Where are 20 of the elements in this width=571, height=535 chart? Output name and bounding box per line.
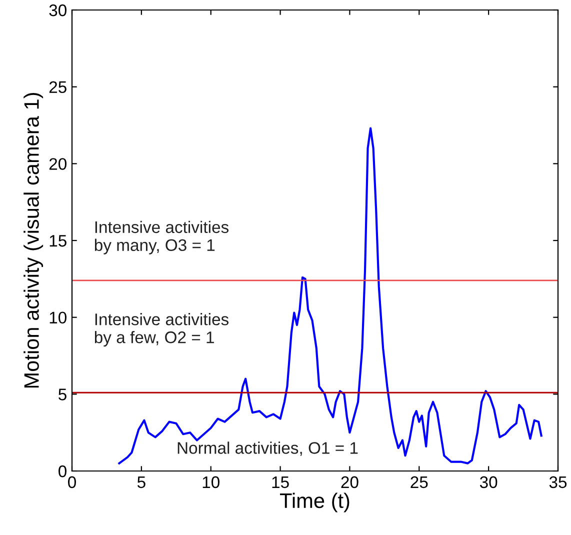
x-tick-label: 30 xyxy=(480,476,498,488)
y-axis-title: Motion activity (visual camera 1) xyxy=(24,93,44,388)
y-tick-label: 0 xyxy=(58,465,66,478)
y-tick-label: 15 xyxy=(50,235,66,247)
x-axis-title: Time (t) xyxy=(280,492,350,512)
y-tick-label: 10 xyxy=(50,312,66,324)
x-tick-label: 15 xyxy=(272,476,289,488)
annotation: Normal activities, O1 = 1 xyxy=(178,442,358,456)
x-tick-label: 0 xyxy=(68,476,76,488)
y-tick-label: 20 xyxy=(49,158,66,170)
x-tick-label: 35 xyxy=(549,476,567,488)
y-tick-label: 25 xyxy=(49,81,66,94)
x-tick-label: 5 xyxy=(137,476,146,488)
x-tick-label: 25 xyxy=(410,476,428,488)
y-tick-label: 5 xyxy=(58,388,66,400)
annotation: Intensive activities by a few, O2 = 1 xyxy=(94,313,229,347)
y-tick-label: 30 xyxy=(49,4,66,16)
x-tick-label: 20 xyxy=(341,476,358,488)
annotation: Intensive activities by many, O3 = 1 xyxy=(94,220,229,254)
x-tick-label: 10 xyxy=(202,476,220,488)
